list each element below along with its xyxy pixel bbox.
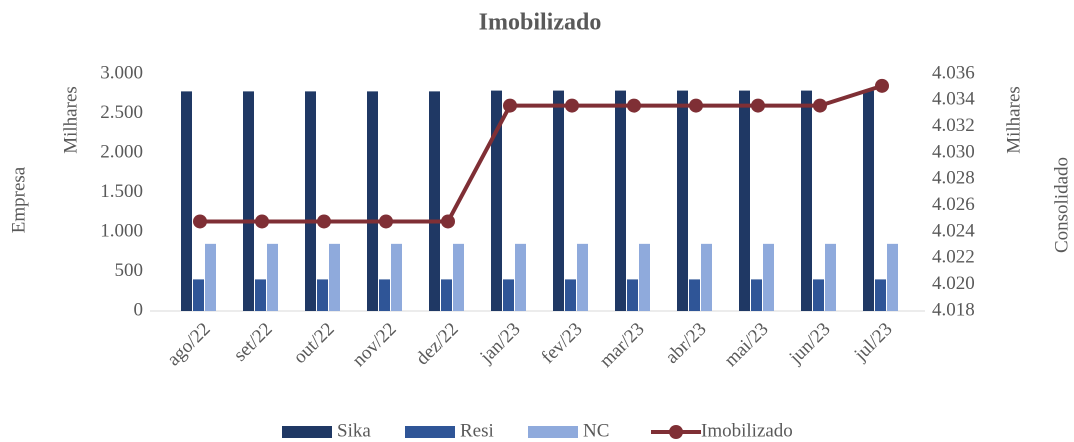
- bar: [801, 90, 812, 311]
- y-tick-label: 2.000: [100, 141, 143, 162]
- legend-swatch: [405, 426, 455, 438]
- marker: [503, 98, 517, 113]
- x-tick-label: mar/23: [596, 319, 649, 372]
- bar: [565, 279, 576, 311]
- bar: [205, 243, 216, 311]
- x-tick-label: abr/23: [661, 319, 710, 368]
- bar: [243, 91, 254, 311]
- legend-swatch: [282, 426, 332, 438]
- x-tick-label: jan/23: [475, 319, 524, 368]
- bar: [751, 279, 762, 311]
- x-tick-label: ago/22: [163, 319, 214, 370]
- legend-label: NC: [583, 420, 609, 441]
- marker: [193, 214, 207, 229]
- marker: [751, 98, 765, 113]
- bar: [627, 279, 638, 311]
- bar: [391, 243, 402, 311]
- y-tick-label: 1.000: [100, 220, 143, 241]
- x-tick-label: fev/23: [537, 319, 586, 368]
- bar: [305, 91, 316, 311]
- legend-label: Resi: [460, 420, 494, 441]
- bar: [887, 243, 898, 311]
- bar: [875, 279, 886, 311]
- y2-tick-label: 4.032: [932, 115, 975, 136]
- bar: [255, 279, 266, 311]
- y-tick-label: 2.500: [100, 102, 143, 123]
- x-tick-label: nov/22: [348, 319, 400, 371]
- bar: [329, 243, 340, 311]
- y2-axis-label: Milhares: [1003, 86, 1024, 154]
- bar: [379, 279, 390, 311]
- y2-tick-label: 4.022: [932, 247, 975, 268]
- bar: [615, 90, 626, 311]
- y-tick-label: 0: [134, 299, 144, 320]
- bar: [739, 90, 750, 311]
- bar: [429, 91, 440, 311]
- bar: [503, 279, 514, 311]
- bar: [453, 243, 464, 311]
- bar: [553, 90, 564, 311]
- legend-label: Imobilizado: [701, 420, 793, 441]
- y2-tick-label: 4.030: [932, 141, 975, 162]
- bar: [825, 243, 836, 311]
- x-tick-label: mai/23: [720, 319, 772, 371]
- bar: [813, 279, 824, 311]
- bar: [577, 243, 588, 311]
- x-tick-label: set/22: [230, 319, 277, 366]
- y2-tick-label: 4.018: [932, 299, 975, 320]
- bar: [639, 243, 650, 311]
- legend-swatch: [669, 425, 683, 439]
- chart-title: Imobilizado: [479, 10, 602, 36]
- bar: [193, 279, 204, 311]
- y-tick-label: 500: [115, 260, 144, 281]
- y2-tick-label: 4.034: [932, 89, 975, 110]
- marker: [813, 98, 827, 113]
- x-tick-label: jun/23: [785, 319, 835, 369]
- x-tick-label: out/22: [289, 319, 338, 368]
- y2-tick-label: 4.024: [932, 220, 975, 241]
- y-tick-label: 3.000: [100, 62, 143, 83]
- bar: [181, 91, 192, 311]
- bar: [701, 243, 712, 311]
- bar: [267, 243, 278, 311]
- marker: [317, 214, 331, 229]
- legend-label: Sika: [337, 420, 371, 441]
- y2-tick-label: 4.028: [932, 168, 975, 189]
- x-tick-label: dez/22: [412, 319, 463, 370]
- marker: [255, 214, 269, 229]
- y2-group-label: Consolidado: [1051, 157, 1072, 253]
- y2-tick-label: 4.020: [932, 273, 975, 294]
- bar: [317, 279, 328, 311]
- marker: [441, 214, 455, 229]
- marker: [627, 98, 641, 113]
- bar: [515, 243, 526, 311]
- bar: [863, 90, 874, 311]
- bar: [763, 243, 774, 311]
- bar: [441, 279, 452, 311]
- y2-tick-label: 4.026: [932, 194, 975, 215]
- legend-swatch: [528, 426, 578, 438]
- line: [200, 83, 883, 224]
- bar: [367, 91, 378, 311]
- y-group-label: Empresa: [8, 166, 29, 233]
- marker: [689, 98, 703, 113]
- bar: [677, 90, 688, 311]
- marker: [379, 214, 393, 229]
- y2-tick-label: 4.036: [932, 62, 975, 83]
- marker: [875, 78, 889, 93]
- y-tick-label: 1.500: [100, 181, 143, 202]
- bar: [689, 279, 700, 311]
- y-axis-label: Milhares: [60, 86, 81, 154]
- bar: [491, 90, 502, 311]
- x-tick-label: jul/23: [850, 319, 897, 366]
- marker: [565, 98, 579, 113]
